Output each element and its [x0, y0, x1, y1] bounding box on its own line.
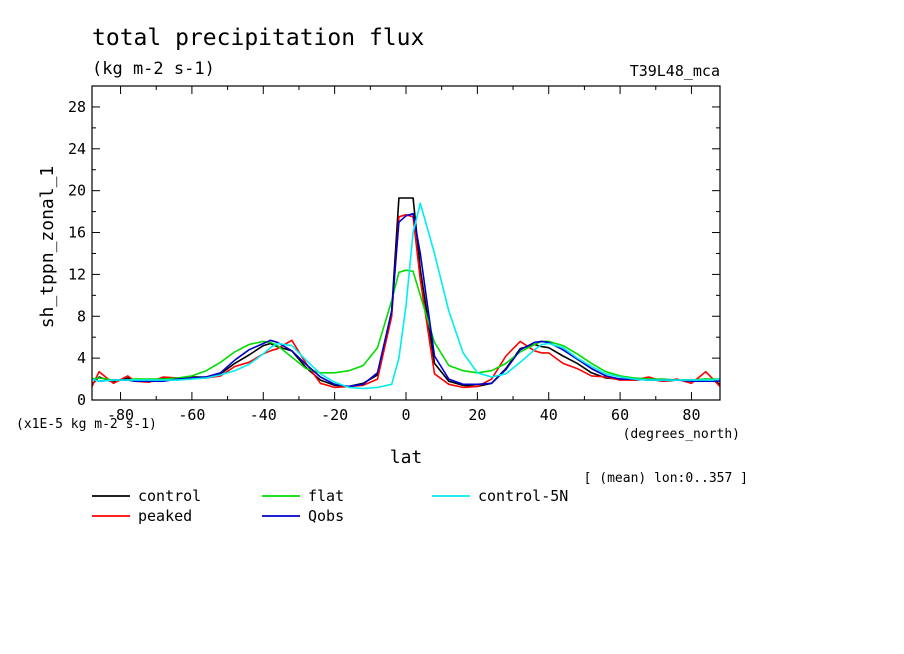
series-line-control: [91, 197, 721, 388]
chart-subtitle: (kg m-2 s-1): [92, 59, 215, 79]
x-tick-label: 0: [401, 406, 410, 424]
series-line-control-5n: [91, 202, 721, 390]
x-units-label: (degrees_north): [623, 427, 740, 442]
x-tick-label: 40: [540, 406, 558, 424]
y-tick-label: 16: [68, 224, 86, 242]
averaging-note: [ (mean) lon:0..357 ]: [584, 471, 748, 486]
series-group: [91, 197, 721, 390]
x-tick-label: -40: [250, 406, 277, 424]
y-scale-label: (x1E-5 kg m-2 s-1): [16, 417, 157, 432]
legend-label-qobs: Qobs: [308, 507, 344, 525]
legend: control peaked flat Qobs control-5N: [92, 487, 568, 525]
x-tick-label: -60: [178, 406, 205, 424]
y-tick-label: 12: [68, 265, 86, 283]
x-tick-label: 80: [682, 406, 700, 424]
legend-label-control-5n: control-5N: [478, 487, 568, 505]
y-axis-label: sh_tppn_zonal_1: [37, 166, 58, 329]
y-tick-label: 20: [68, 182, 86, 200]
y-tick-label: 28: [68, 98, 86, 116]
y-tick-label: 8: [77, 307, 86, 325]
series-line-qobs: [91, 212, 720, 388]
x-tick-label: 20: [468, 406, 486, 424]
legend-label-peaked: peaked: [138, 507, 192, 525]
y-tick-label: 0: [77, 391, 86, 409]
y-tick-label: 4: [77, 349, 86, 367]
x-tick-label: -20: [321, 406, 348, 424]
series-line-flat: [91, 269, 720, 381]
axes-group: -80 -60 -40 -20 0 20 40 60 80 0 4 8 12 16 20 24 28: [68, 86, 720, 424]
legend-label-control: control: [138, 487, 201, 505]
x-axis-label: lat: [390, 447, 423, 468]
experiment-label: T39L48_mca: [630, 62, 720, 80]
plot-frame: [91, 85, 721, 401]
x-tick-label: 60: [611, 406, 629, 424]
y-tick-label: 24: [68, 140, 86, 158]
x-tick-label: -80: [107, 406, 134, 424]
legend-label-flat: flat: [308, 487, 344, 505]
chart-title: total precipitation flux: [92, 25, 424, 51]
